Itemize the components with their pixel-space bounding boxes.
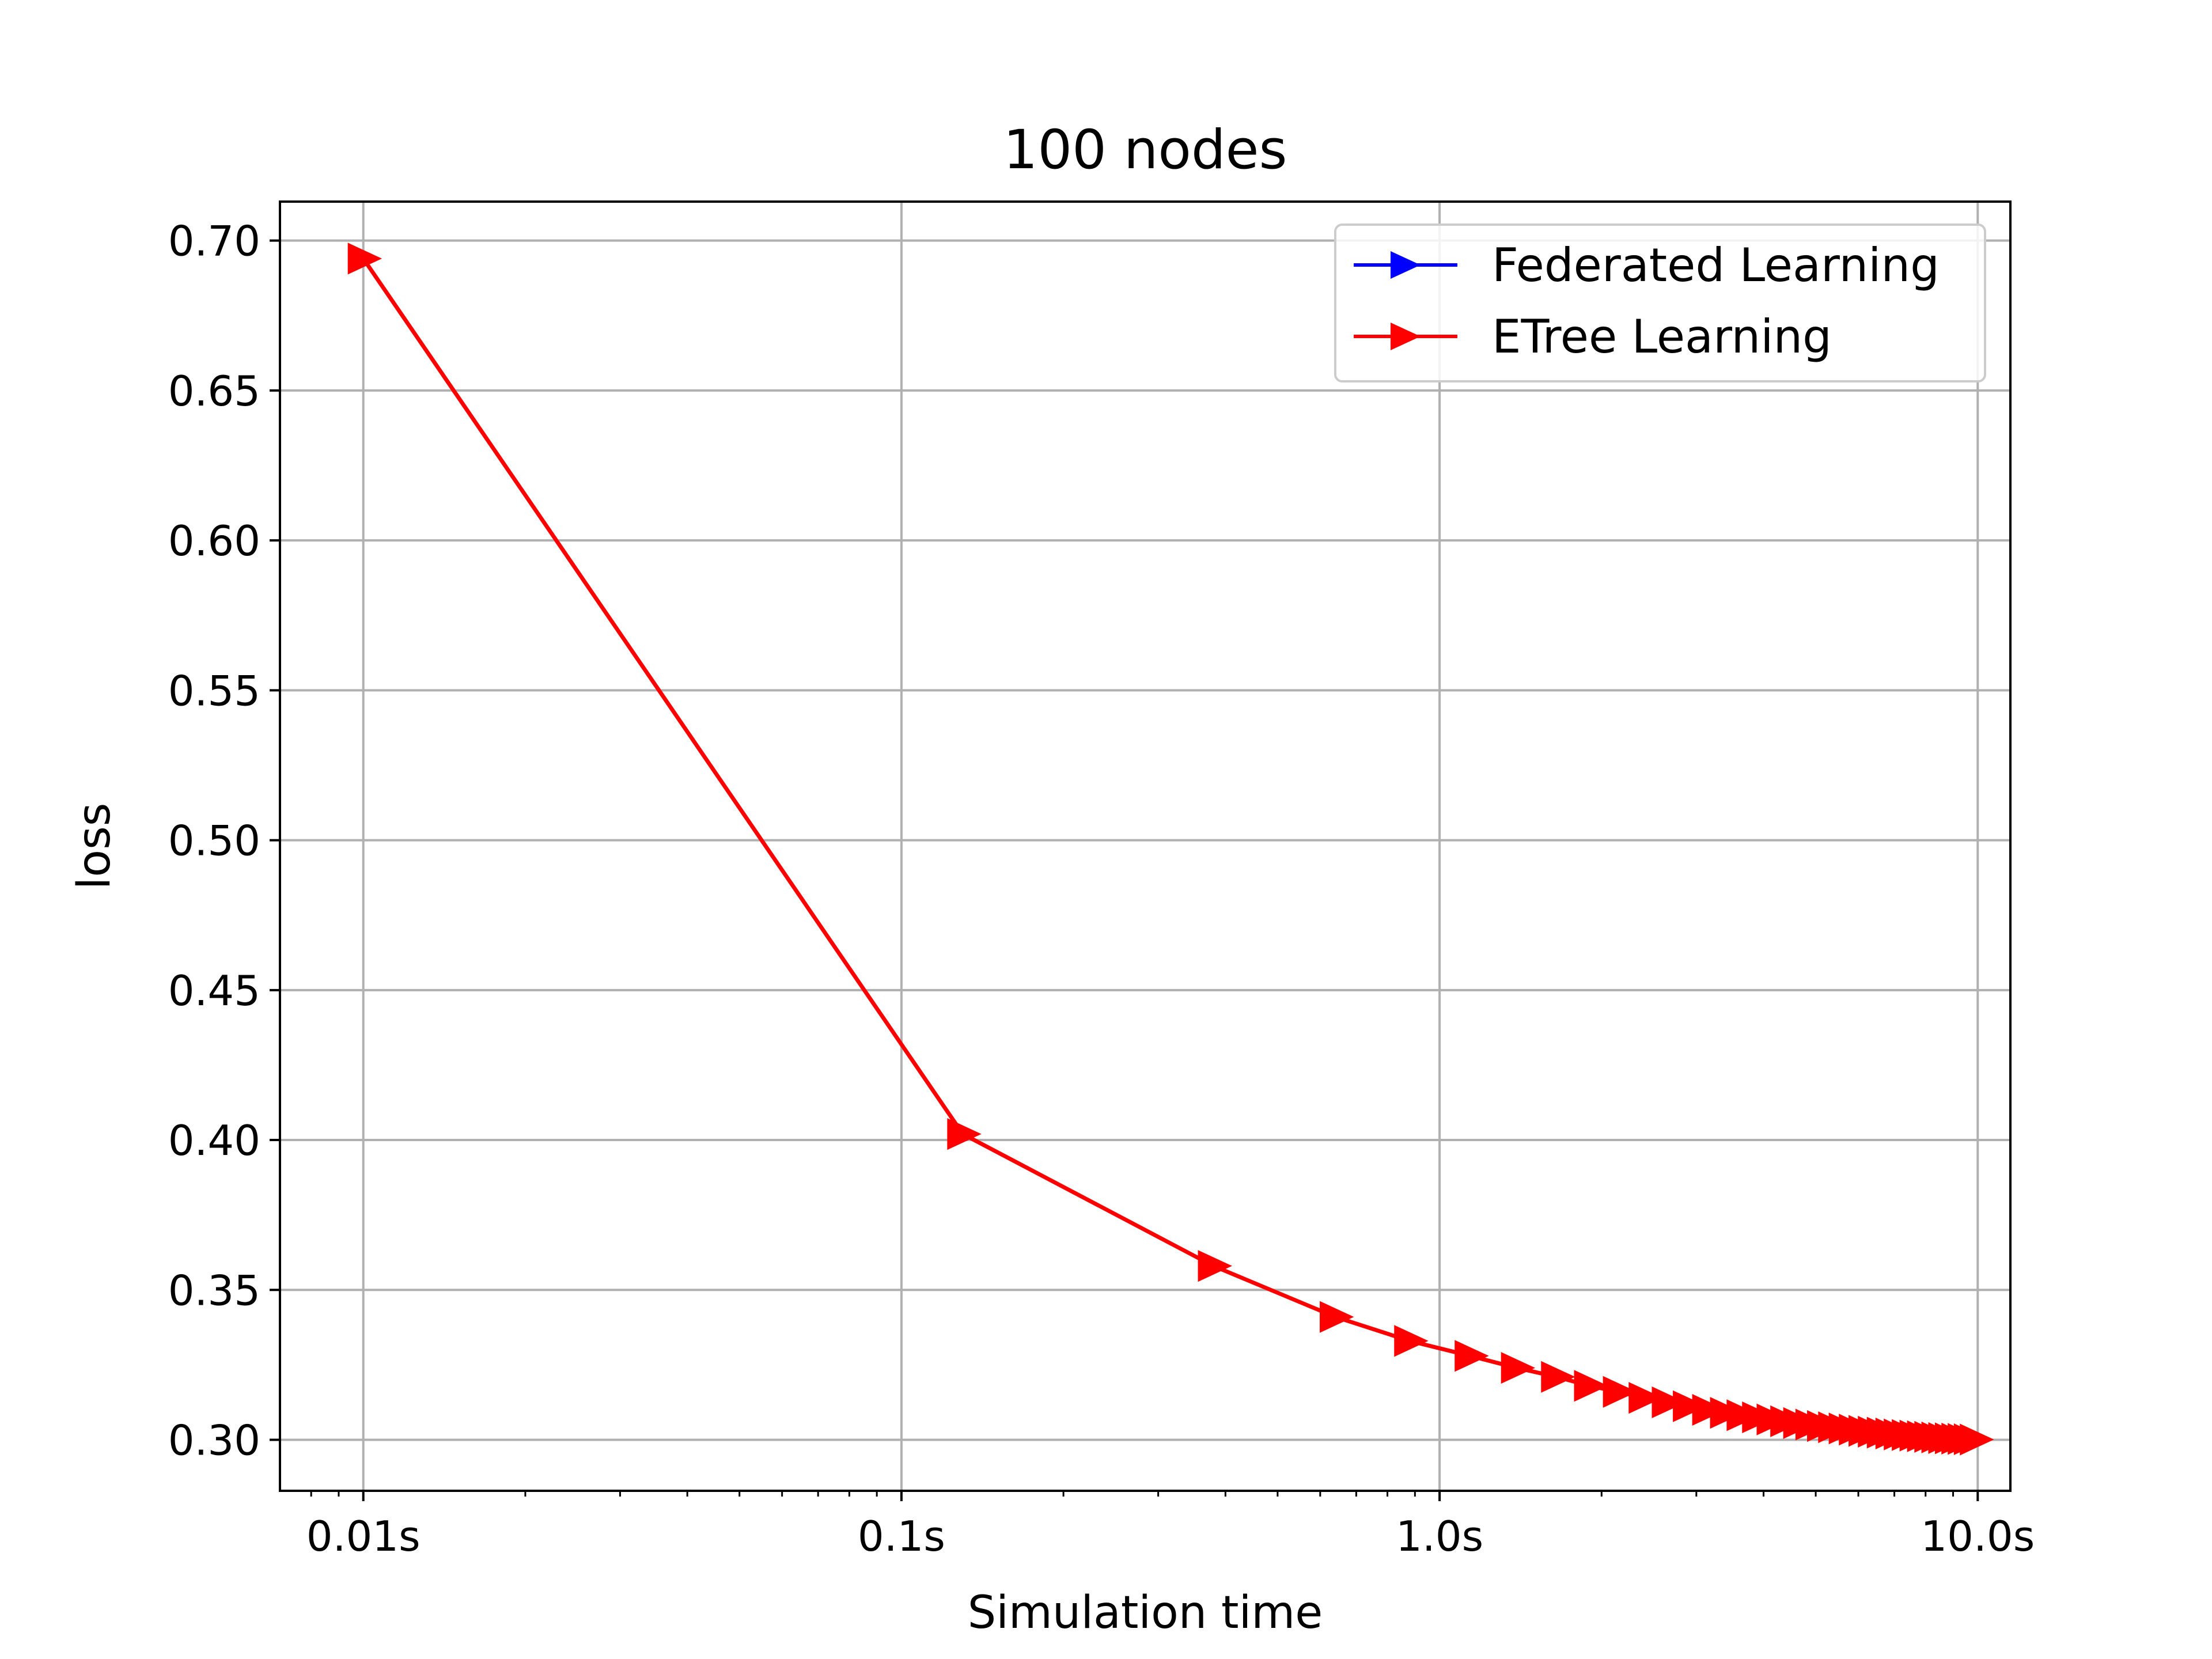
series-marker-1: [1628, 1382, 1663, 1414]
legend-label-etree: ETree Learning: [1492, 310, 1832, 363]
grid-lines: [280, 202, 2010, 1491]
y-axis-label: loss: [69, 803, 120, 890]
series-marker-1: [1501, 1352, 1536, 1384]
legend-box: [1334, 224, 1986, 382]
y-tick-label: 0.50: [168, 817, 260, 865]
series-marker-1: [1320, 1301, 1354, 1333]
series-marker-1: [1652, 1386, 1686, 1419]
minor-ticks: [310, 1491, 1955, 1497]
series-marker-1: [1692, 1393, 1726, 1426]
series-marker-1: [1394, 1325, 1429, 1357]
series-marker-1: [347, 243, 382, 275]
x-tick-label: 1.0s: [1396, 1512, 1483, 1560]
axis-ticks: 0.01s 0.1s 1.0s 10.0s 0.30 0.35 0.40 0.45 0.50 0.…: [168, 217, 2035, 1560]
x-tick-label: 0.1s: [858, 1512, 945, 1560]
series-marker-1: [1455, 1340, 1489, 1372]
y-tick-label: 0.70: [168, 217, 260, 266]
y-tick-label: 0.45: [168, 967, 260, 1015]
legend-marker-etree: [1391, 323, 1421, 350]
x-tick-label: 0.01s: [306, 1512, 421, 1560]
legend-label-federated: Federated Learning: [1492, 238, 1940, 292]
y-tick-label: 0.65: [168, 367, 260, 415]
series-marker-1: [1673, 1390, 1707, 1422]
series-marker-1: [1198, 1250, 1232, 1282]
y-tick-label: 0.60: [168, 517, 260, 565]
y-tick-label: 0.55: [168, 666, 260, 715]
y-tick-label: 0.35: [168, 1266, 260, 1315]
series-marker-1: [1574, 1370, 1608, 1402]
y-tick-label: 0.40: [168, 1116, 260, 1165]
x-axis-label: Simulation time: [968, 1587, 1323, 1639]
legend-marker-federated: [1391, 251, 1421, 279]
plot-series: [347, 243, 1994, 1456]
legend: Federated Learning ETree Learning: [1334, 224, 1986, 382]
plot-frame: [279, 200, 2012, 1492]
chart-title: 100 nodes: [1003, 119, 1287, 181]
x-tick-label: 10.0s: [1921, 1512, 2035, 1560]
y-tick-label: 0.30: [168, 1416, 260, 1465]
series-marker-1: [1960, 1423, 1994, 1456]
series-marker-1: [1603, 1376, 1638, 1408]
series-marker-1: [1541, 1361, 1575, 1393]
series-marker-1: [947, 1118, 982, 1150]
